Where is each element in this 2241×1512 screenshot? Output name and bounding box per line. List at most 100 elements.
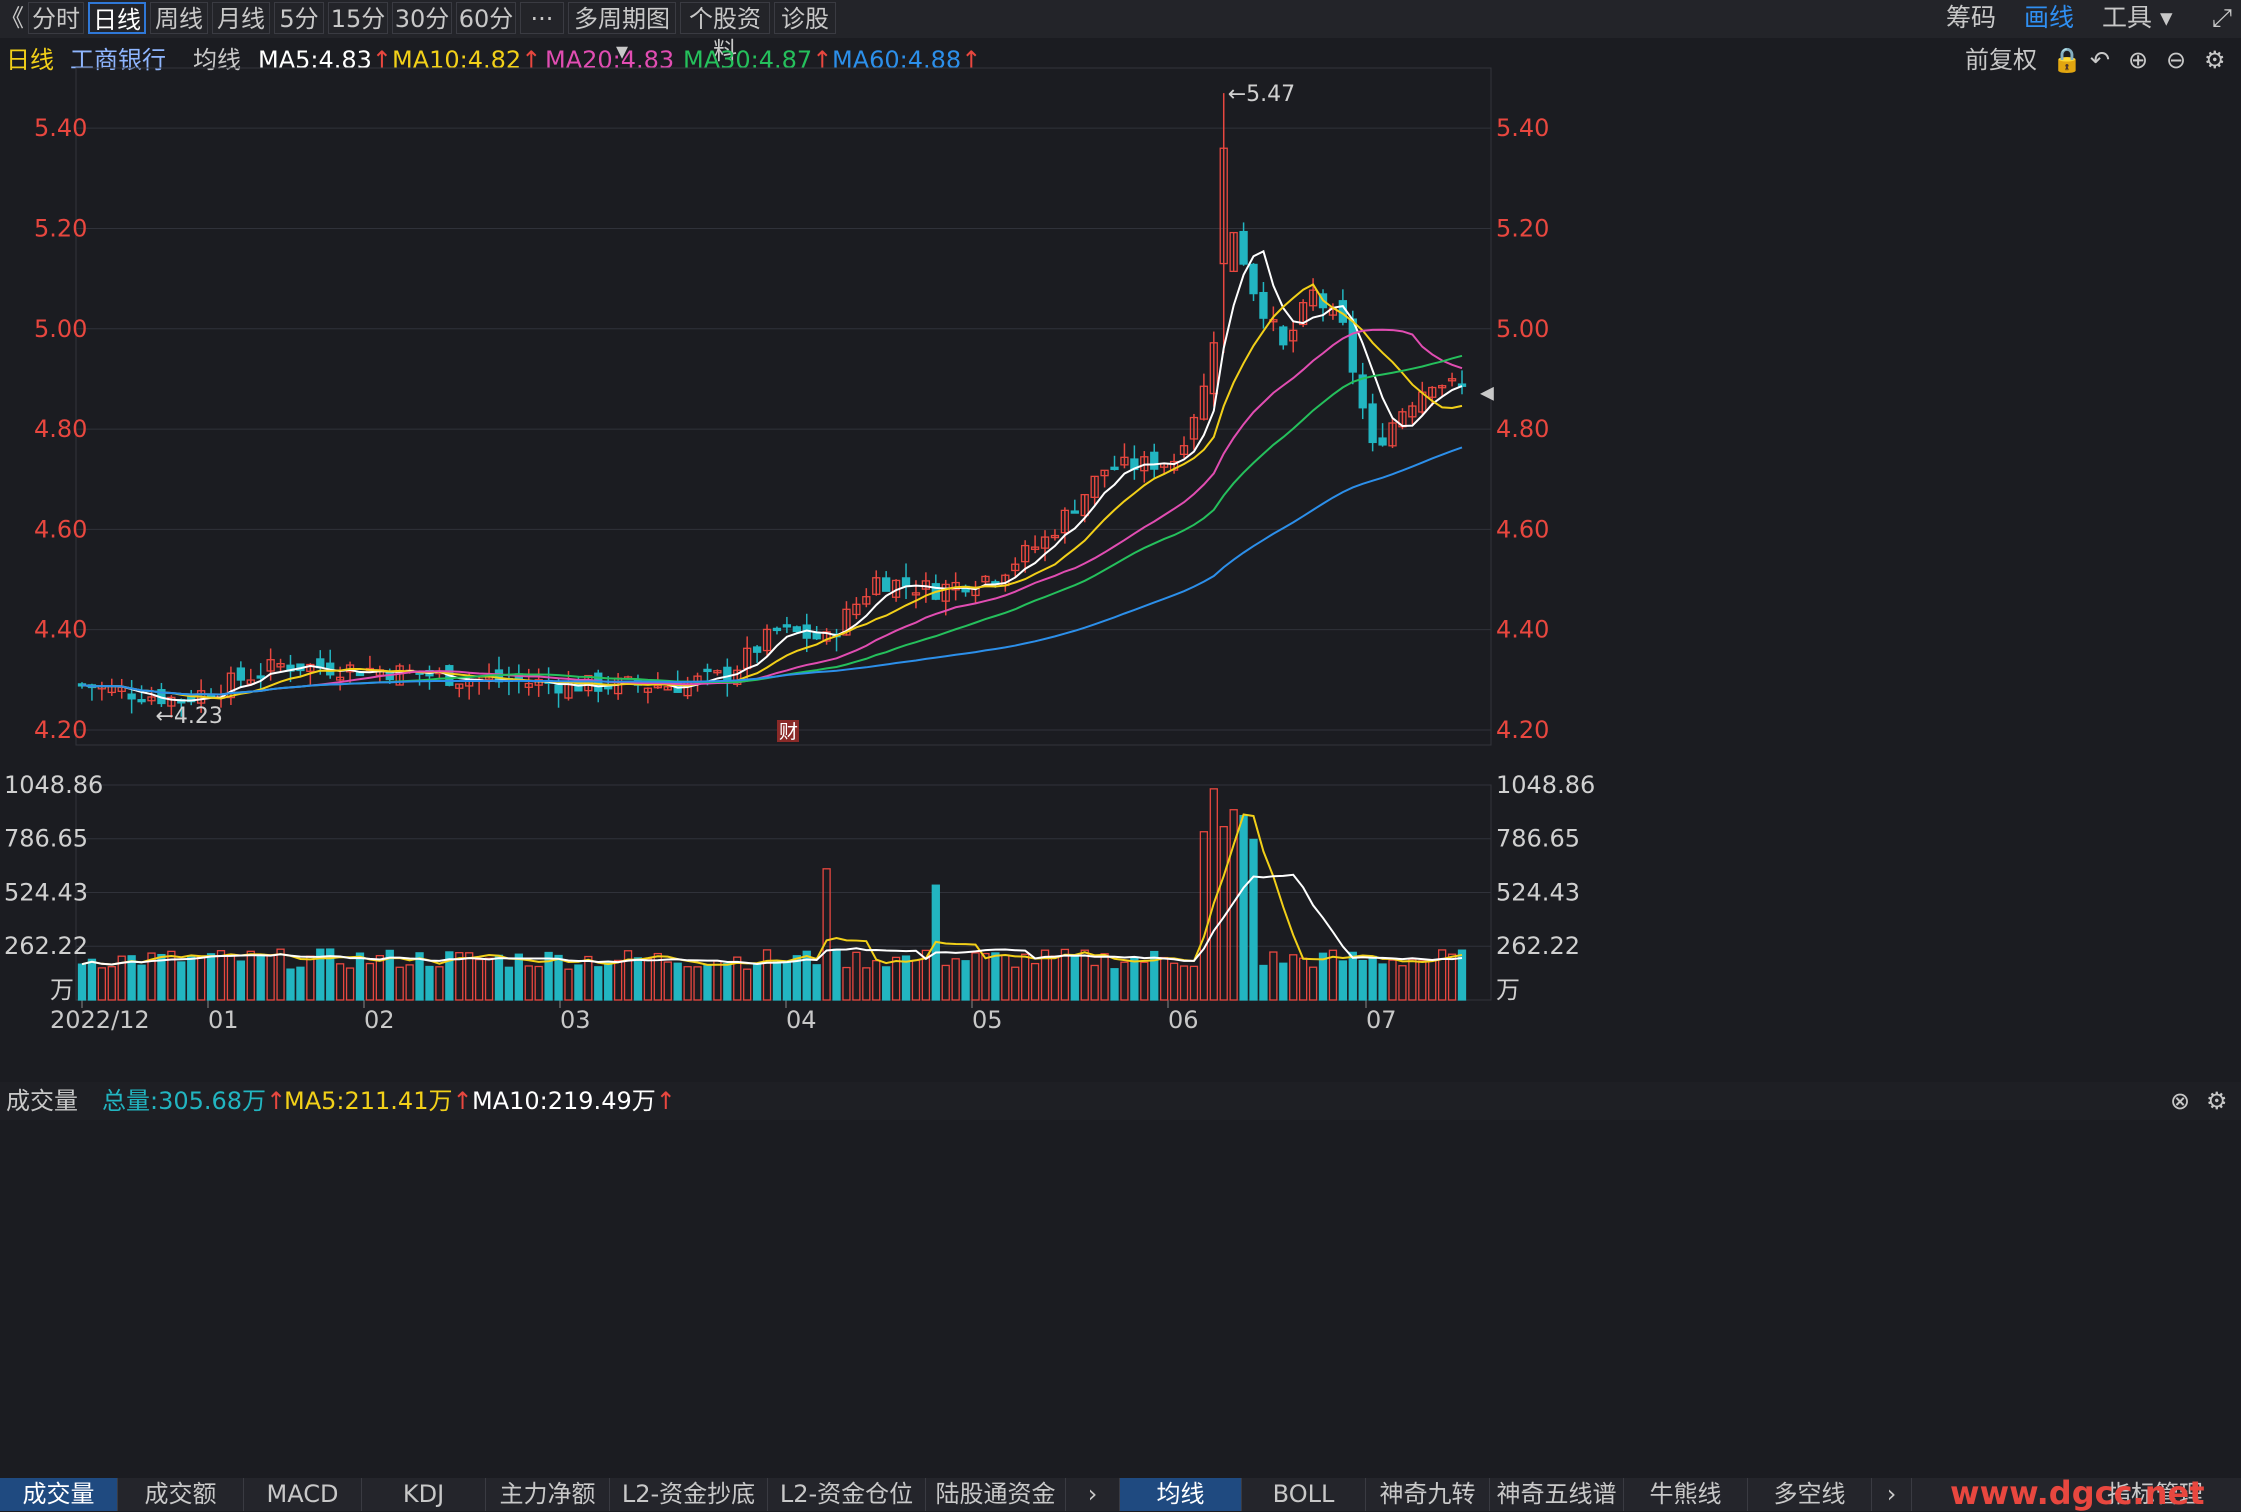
volume-bar xyxy=(1120,961,1129,1001)
volume-bar xyxy=(862,967,871,1001)
tab-nine-turn[interactable]: 神奇九转 xyxy=(1366,1478,1490,1511)
candle-body xyxy=(226,672,236,699)
y-tick-right: 4.60 xyxy=(1496,515,1549,543)
top-toolbar: 《 分时 日线 周线 月线 5分 15分 30分 60分 ··· 多周期图 ▾ … xyxy=(0,0,2241,65)
volume-info-bar: 成交量 总量:305.68万↑ MA5:211.41万↑ MA10:219.49… xyxy=(0,1082,2241,1120)
indicator-manager-button[interactable]: 指标管理 xyxy=(2107,1480,2203,1508)
candle-body xyxy=(981,575,990,583)
draw-line-button[interactable]: 画线 xyxy=(2024,3,2075,32)
candle-body xyxy=(703,668,712,673)
candle-body xyxy=(1021,544,1030,563)
y-tick-right: 5.20 xyxy=(1496,214,1549,242)
tab-intraday[interactable]: 分时 xyxy=(28,2,84,34)
tab-macd[interactable]: MACD xyxy=(244,1478,362,1511)
diagnose-button[interactable]: 诊股 xyxy=(774,2,836,34)
volume-bar xyxy=(246,950,255,1001)
lock-icon[interactable]: 🔒 xyxy=(2052,46,2082,74)
volume-bar xyxy=(1140,961,1149,1001)
volume-tick-left: 262.22 xyxy=(4,932,88,960)
expand-icon[interactable]: ⤢ xyxy=(2212,3,2233,32)
volume-label: 成交量 xyxy=(6,1087,78,1115)
x-tick-label: 07 xyxy=(1366,1006,1397,1034)
stock-name[interactable]: 工商银行 xyxy=(70,46,166,74)
y-tick-left: 4.80 xyxy=(34,415,87,443)
tab-daily[interactable]: 日线 xyxy=(88,2,146,34)
volume-bar xyxy=(385,949,394,1001)
candle-body xyxy=(643,687,653,693)
collapse-icon[interactable]: 《 xyxy=(0,4,24,32)
x-tick-label: 01 xyxy=(208,1006,239,1034)
tab-northbound[interactable]: 陆股通资金 xyxy=(926,1478,1066,1511)
volume-bar xyxy=(484,957,494,1001)
tab-main-net[interactable]: 主力净额 xyxy=(486,1478,610,1511)
volume-bar xyxy=(852,951,861,1001)
tab-l2-position[interactable]: L2-资金仓位 xyxy=(768,1478,926,1511)
settings-icon[interactable]: ⚙ xyxy=(2206,1087,2228,1115)
tab-kdj[interactable]: KDJ xyxy=(362,1478,486,1511)
volume-bar xyxy=(594,966,603,1001)
tab-monthly[interactable]: 月线 xyxy=(212,2,270,34)
avg-label: 均线 xyxy=(193,46,241,74)
volume-bar xyxy=(872,960,881,1001)
candle-body xyxy=(1428,386,1437,398)
candle-body xyxy=(1437,385,1447,389)
volume-bar xyxy=(375,954,384,1001)
volume-bar xyxy=(693,966,702,1001)
tab-30min[interactable]: 30分 xyxy=(392,2,452,34)
tab-weekly[interactable]: 周线 xyxy=(150,2,208,34)
volume-bar xyxy=(87,958,97,1001)
stock-profile-button[interactable]: 个股资料 xyxy=(680,2,770,65)
tab-volume[interactable]: 成交量 xyxy=(0,1478,118,1511)
tab-boll[interactable]: BOLL xyxy=(1242,1478,1366,1511)
volume-bar xyxy=(335,963,345,1001)
tab-60min[interactable]: 60分 xyxy=(456,2,516,34)
tab-bull-bear[interactable]: 牛熊线 xyxy=(1624,1478,1748,1511)
y-tick-right: 4.20 xyxy=(1496,716,1549,744)
candle-body xyxy=(842,608,851,636)
volume-bar xyxy=(564,968,573,1001)
undo-icon[interactable]: ↶ xyxy=(2090,46,2111,74)
volume-bar xyxy=(604,962,613,1001)
ma5-value: MA5:4.83↑ xyxy=(258,46,393,74)
volume-bar xyxy=(971,952,980,1001)
volume-bar xyxy=(1457,949,1467,1001)
candle-body xyxy=(1040,536,1050,549)
tab-l2-bottom[interactable]: L2-资金抄底 xyxy=(610,1478,768,1511)
tab-five-lines[interactable]: 神奇五线谱 xyxy=(1490,1478,1624,1511)
zoom-in-icon[interactable]: ⊕ xyxy=(2128,46,2149,74)
x-tick-label: 04 xyxy=(786,1006,817,1034)
settings-icon[interactable]: ⚙ xyxy=(2204,46,2226,74)
volume-bar xyxy=(1011,966,1020,1001)
candle-body xyxy=(1299,302,1308,326)
watermark: www.dgcc.net xyxy=(1950,1474,2205,1512)
adjust-label[interactable]: 前复权 xyxy=(1965,46,2037,74)
volume-bar xyxy=(623,950,633,1001)
tab-15min[interactable]: 15分 xyxy=(328,2,388,34)
tab-long-short[interactable]: 多空线 xyxy=(1748,1478,1872,1511)
next-arrow-icon[interactable]: › xyxy=(1872,1478,1912,1511)
close-icon[interactable]: ⊗ xyxy=(2170,1087,2191,1115)
tab-ma[interactable]: 均线 xyxy=(1120,1478,1242,1511)
x-tick-label: 06 xyxy=(1168,1006,1199,1034)
y-tick-left: 5.00 xyxy=(34,315,87,343)
tab-turnover[interactable]: 成交额 xyxy=(118,1478,244,1511)
volume-bar xyxy=(1308,966,1318,1001)
zoom-out-icon[interactable]: ⊖ xyxy=(2166,46,2187,74)
volume-bar xyxy=(226,953,236,1001)
more-periods-button[interactable]: ··· xyxy=(520,2,564,34)
candle-body xyxy=(167,696,176,707)
next-arrow-icon[interactable]: › xyxy=(1066,1478,1120,1511)
x-tick-label: 02 xyxy=(364,1006,395,1034)
candle-body xyxy=(653,685,662,689)
candle-body xyxy=(941,583,950,602)
tab-5min[interactable]: 5分 xyxy=(274,2,324,34)
candle-body xyxy=(1150,451,1159,470)
candle-body xyxy=(266,659,275,672)
volume-bar xyxy=(196,956,206,1001)
volume-bar xyxy=(911,959,921,1001)
tools-dropdown[interactable]: 工具 ▾ xyxy=(2102,3,2173,32)
volume-bar xyxy=(1040,949,1050,1001)
multi-period-dropdown[interactable]: 多周期图 ▾ xyxy=(568,2,676,65)
chip-button[interactable]: 筹码 xyxy=(1946,3,1997,32)
